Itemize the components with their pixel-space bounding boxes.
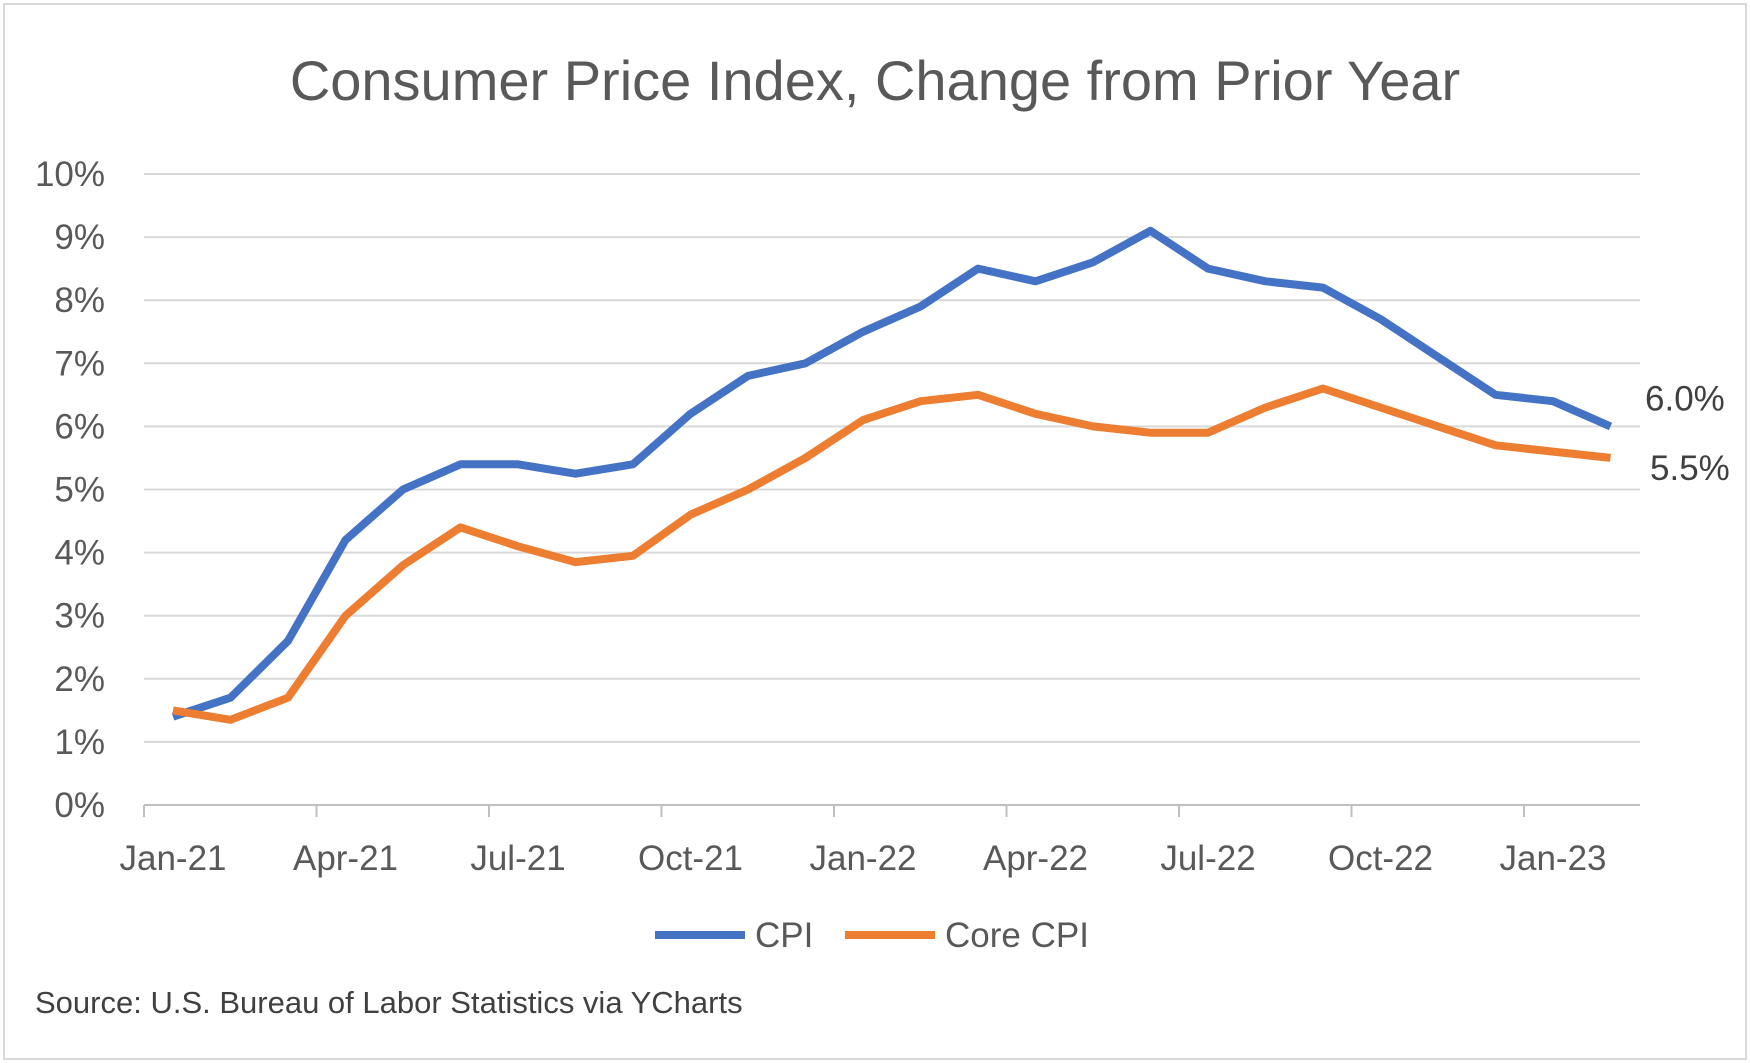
chart-title: Consumer Price Index, Change from Prior … xyxy=(290,49,1460,112)
x-tick-label: Oct-21 xyxy=(638,839,743,878)
y-tick-label: 5% xyxy=(54,471,105,510)
x-tick-label: Jul-21 xyxy=(470,839,565,878)
y-tick-label: 6% xyxy=(54,407,105,446)
x-tick-label: Jan-22 xyxy=(809,839,916,878)
legend-label: Core CPI xyxy=(945,916,1089,955)
y-tick-label: 8% xyxy=(54,281,105,320)
y-axis-tick-labels: 0% 1% 2% 3% 4% 5% 6% 7% 8% 9% 10% xyxy=(35,155,105,825)
x-tick-label: Jan-21 xyxy=(119,839,226,878)
x-tick-label: Jan-23 xyxy=(1499,839,1606,878)
y-tick-label: 4% xyxy=(54,534,105,573)
y-tick-label: 2% xyxy=(54,660,105,699)
gridlines xyxy=(144,173,1640,743)
series-lines xyxy=(171,226,1613,724)
end-label-cpi: 6.0% xyxy=(1645,379,1725,418)
x-tick-label: Apr-22 xyxy=(983,839,1088,878)
x-tick-label: Apr-21 xyxy=(293,839,398,878)
y-tick-label: 0% xyxy=(54,786,105,825)
legend-label: CPI xyxy=(755,916,813,955)
end-label-core-cpi: 5.5% xyxy=(1650,449,1730,488)
source-note: Source: U.S. Bureau of Labor Statistics … xyxy=(35,985,743,1020)
y-tick-label: 7% xyxy=(54,344,105,383)
x-tick-label: Jul-22 xyxy=(1160,839,1255,878)
y-tick-label: 1% xyxy=(54,723,105,762)
series-line-core-cpi xyxy=(172,384,1611,724)
series-line-cpi xyxy=(171,226,1613,721)
chart-frame xyxy=(3,3,1747,1060)
x-axis xyxy=(143,804,1640,817)
y-tick-label: 3% xyxy=(54,597,105,636)
y-tick-label: 9% xyxy=(54,218,105,257)
y-tick-label: 10% xyxy=(35,155,105,194)
x-axis-tick-labels: Jan-21 Apr-21 Jul-21 Oct-21 Jan-22 Apr-22 Jul-… xyxy=(119,839,1606,878)
legend: CPI Core CPI xyxy=(655,916,1089,955)
x-tick-label: Oct-22 xyxy=(1328,839,1433,878)
end-value-labels: 6.0% 5.5% xyxy=(1645,379,1730,488)
